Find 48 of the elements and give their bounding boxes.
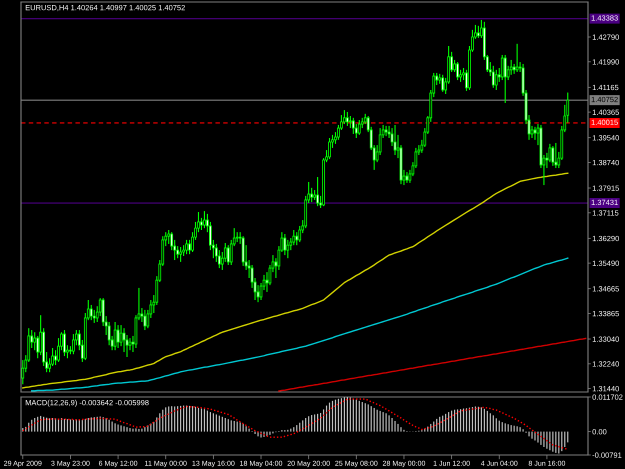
candlestick — [406, 172, 408, 184]
candlestick — [551, 145, 554, 166]
candlestick — [384, 125, 388, 137]
line-series — [278, 338, 586, 392]
candlestick — [328, 137, 331, 160]
candlestick — [72, 334, 75, 355]
candlestick — [114, 321, 116, 351]
candlestick — [283, 233, 286, 256]
candlestick — [128, 338, 132, 351]
candlestick — [554, 142, 558, 169]
candlestick — [346, 111, 349, 126]
candlestick — [352, 117, 355, 135]
candlestick — [516, 43, 518, 73]
candlestick — [36, 335, 40, 359]
candlestick — [179, 246, 182, 262]
candlestick — [188, 239, 191, 255]
candlestick — [512, 63, 516, 74]
candlestick — [394, 124, 396, 156]
candlestick — [236, 232, 239, 243]
candlestick — [90, 304, 93, 321]
candlestick — [477, 25, 480, 38]
candlestick — [441, 74, 444, 92]
candlestick — [534, 126, 536, 140]
candlestick — [200, 217, 203, 231]
candlestick — [286, 239, 290, 259]
candlestick — [316, 176, 319, 207]
candlestick — [494, 69, 498, 91]
line-series — [22, 398, 568, 450]
candlestick — [492, 65, 495, 88]
candlestick — [313, 189, 316, 200]
candlestick — [348, 115, 352, 129]
candlestick — [144, 309, 146, 331]
candlestick — [203, 210, 206, 229]
candlestick — [242, 236, 245, 266]
line-series — [31, 257, 568, 392]
candlestick — [504, 54, 507, 104]
candlestick — [266, 272, 268, 292]
candlestick — [92, 309, 96, 324]
candlestick — [310, 187, 314, 203]
candlestick — [122, 328, 126, 353]
candlestick — [54, 350, 57, 366]
candlestick — [116, 324, 120, 349]
candlestick — [292, 229, 296, 246]
candlestick — [358, 119, 361, 136]
candlestick — [185, 239, 188, 255]
candlestick — [456, 62, 459, 81]
line-series — [22, 172, 568, 389]
candlestick — [63, 329, 66, 357]
